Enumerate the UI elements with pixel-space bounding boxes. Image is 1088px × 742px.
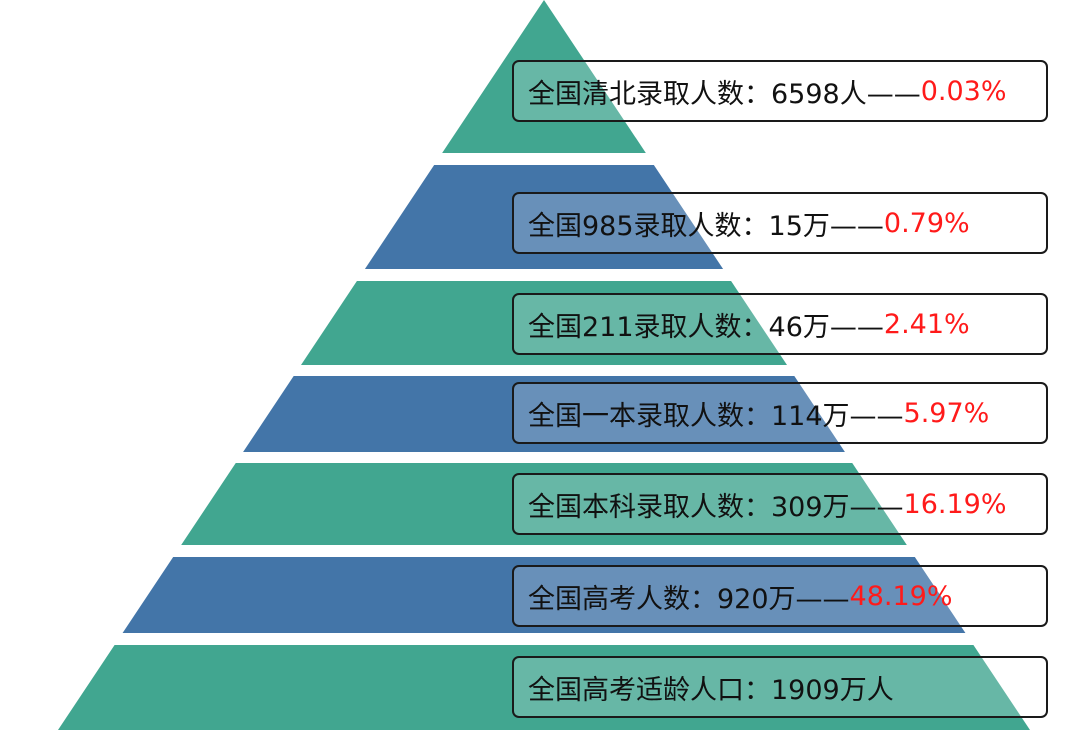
tier-label-text: 全国985录取人数：15万—— (528, 210, 884, 242)
tier-label-text: 全国高考人数：920万—— (528, 583, 850, 615)
pyramid-tier-1 (442, 0, 646, 153)
tier-percent: 16.19% (903, 488, 1007, 520)
tier-percent: 0.79% (883, 207, 970, 239)
tier-label-yiben: 全国一本录取人数：114万—— 5.97% (512, 382, 1048, 444)
tier-percent: 0.03% (920, 75, 1007, 107)
tier-percent: 5.97% (903, 397, 990, 429)
tier-label-population: 全国高考适龄人口：1909万人 (512, 656, 1048, 718)
tier-label-211: 全国211录取人数：46万—— 2.41% (512, 293, 1048, 355)
pyramid-tier-2 (364, 165, 724, 269)
tier-label-gaokao: 全国高考人数：920万—— 48.19% (512, 565, 1048, 627)
pyramid-tier-5 (181, 463, 907, 545)
tier-label-text: 全国高考适龄人口：1909万人 (528, 674, 894, 706)
tier-label-text: 全国清北录取人数：6598人—— (528, 78, 921, 110)
tier-label-985: 全国985录取人数：15万—— 0.79% (512, 192, 1048, 254)
pyramid-tier-6 (122, 557, 966, 633)
tier-label-qingbei: 全国清北录取人数：6598人—— 0.03% (512, 60, 1048, 122)
tier-label-text: 全国一本录取人数：114万—— (528, 400, 904, 432)
tier-label-text: 全国211录取人数：46万—— (528, 311, 884, 343)
pyramid-tier-7 (58, 645, 1030, 730)
tier-percent: 2.41% (883, 308, 970, 340)
tier-label-text: 全国本科录取人数：309万—— (528, 491, 904, 523)
tier-percent: 48.19% (849, 580, 953, 612)
tier-label-benke: 全国本科录取人数：309万—— 16.19% (512, 473, 1048, 535)
pyramid-tier-4 (243, 376, 845, 452)
pyramid-tier-3 (301, 281, 787, 365)
